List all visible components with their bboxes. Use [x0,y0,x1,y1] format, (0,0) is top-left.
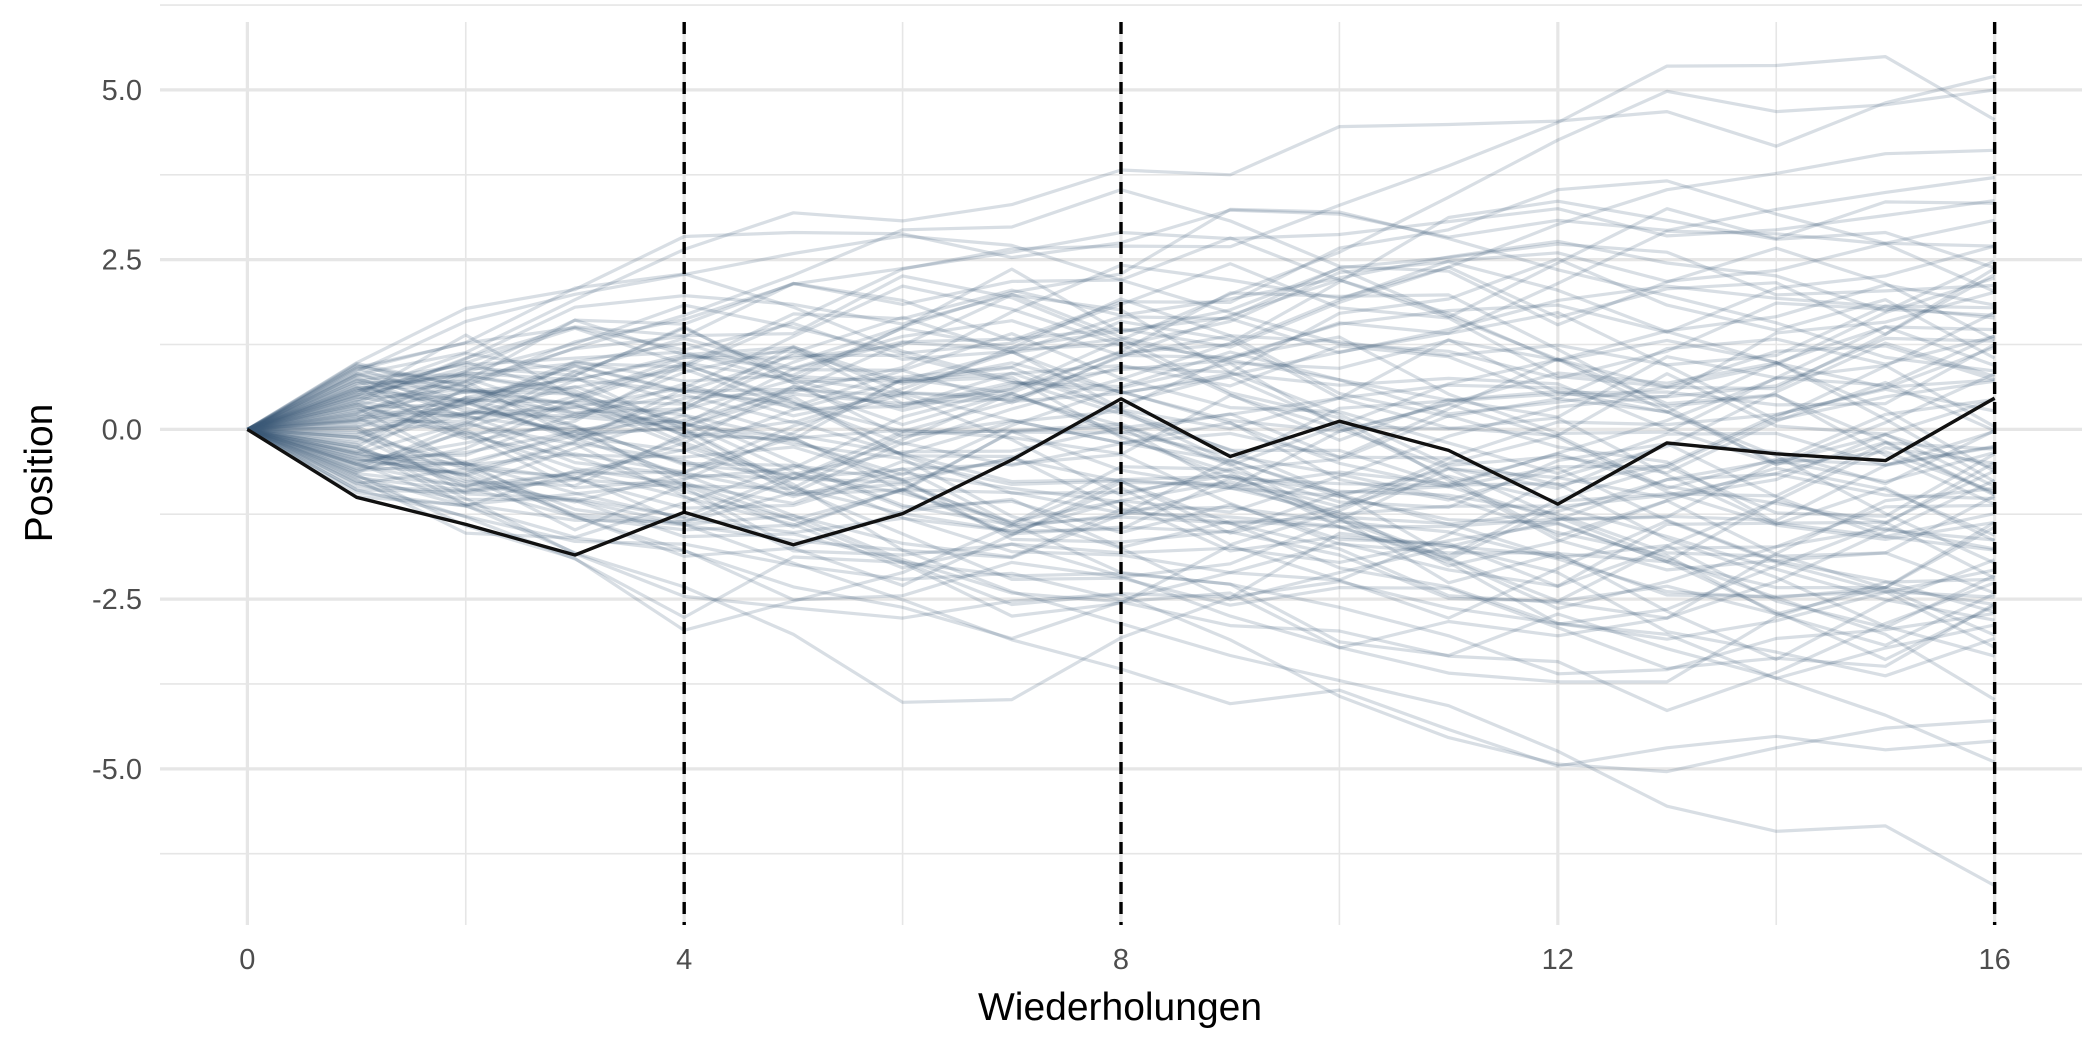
simulation-path [246,239,1996,464]
simulation-path [247,427,1995,774]
x-tick-label: 16 [1979,944,2011,976]
simulation-path [246,428,1995,684]
simulation-path [247,378,1995,552]
y-tick-label: 2.5 [102,245,142,277]
simulation-path [246,427,1995,632]
simulation-path [247,283,1995,431]
y-tick-label: -2.5 [92,584,142,616]
simulation-path [246,319,1996,496]
simulation-path [247,409,1996,626]
simulation-path [247,88,1995,480]
dashed-reference-lines [682,22,1997,925]
x-tick-label: 4 [676,944,692,976]
simulation-path [246,274,1995,431]
simulation-path [247,179,1995,431]
simulation-path [246,234,1995,431]
y-axis-title: Position [18,404,61,543]
y-axis-tick-labels: 5.0 2.5 0.0 -2.5 -5.0 [92,75,142,786]
simulation-path [247,297,1996,565]
y-tick-label: -5.0 [92,754,142,786]
simulation-path [246,199,1996,446]
simulation-path [247,413,1996,558]
simulation-path [247,244,1996,431]
simulation-path [246,304,1995,475]
simulation-path [247,427,1996,713]
simulation-path [247,363,1996,488]
simulation-path [247,412,1995,588]
y-tick-label: 0.0 [102,414,142,446]
x-axis-tick-labels: 0 4 8 12 16 [239,944,2010,976]
simulation-path [246,427,1996,650]
simulation-path [247,278,1996,483]
simulation-path [247,397,1996,670]
simulation-path [247,397,1996,602]
x-tick-label: 0 [239,944,255,976]
highlighted-path-group [246,396,1996,557]
simulation-path [247,361,1996,529]
simulation-path [246,351,1995,622]
simulation-path [246,384,1996,662]
simulation-path [247,284,1995,431]
simulation-path [247,200,1995,431]
y-tick-label: 5.0 [102,75,142,107]
simulation-path [247,290,1996,524]
highlighted-path [246,396,1996,557]
simulation-path [247,332,1995,476]
simulation-path [247,375,1996,637]
simulation-path [246,428,1996,704]
x-tick-label: 12 [1542,944,1574,976]
simulation-path [247,315,1996,595]
x-axis-title: Wiederholungen [978,986,1262,1029]
x-tick-label: 8 [1113,944,1129,976]
simulation-path [246,427,1995,620]
simulation-path [247,318,1996,529]
